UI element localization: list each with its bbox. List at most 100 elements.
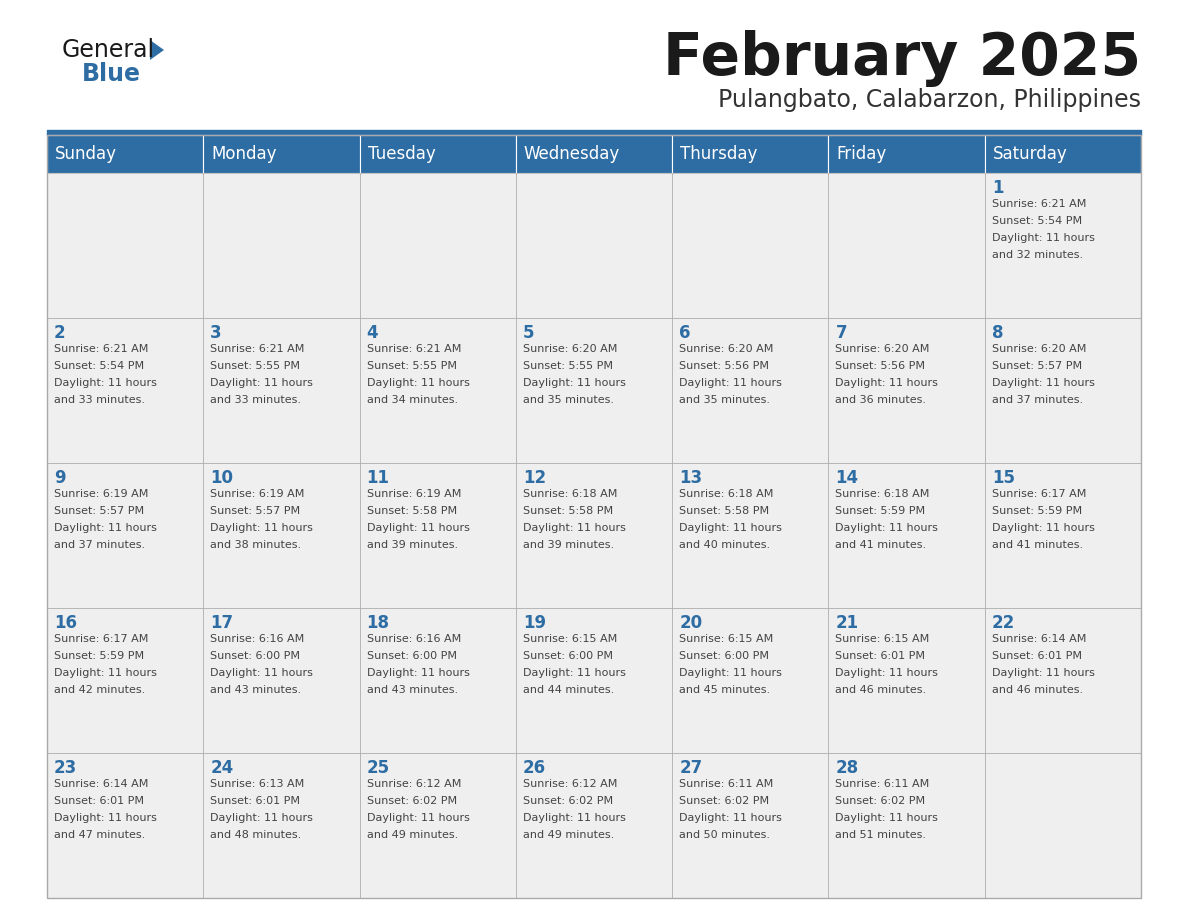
Bar [985,463,1140,608]
Text: Pulangbato, Calabarzon, Philippines: Pulangbato, Calabarzon, Philippines [718,88,1140,112]
Text: Daylight: 11 hours: Daylight: 11 hours [367,378,469,388]
Text: and 46 minutes.: and 46 minutes. [992,685,1082,695]
Bar [203,753,360,898]
Text: Sunrise: 6:15 AM: Sunrise: 6:15 AM [835,634,930,644]
Text: and 48 minutes.: and 48 minutes. [210,830,302,840]
Text: Sunrise: 6:20 AM: Sunrise: 6:20 AM [523,344,618,354]
Text: 14: 14 [835,469,859,487]
Text: Sunset: 6:01 PM: Sunset: 6:01 PM [53,796,144,806]
Text: Blue: Blue [82,62,141,86]
Text: General: General [62,38,156,62]
Text: Sunset: 5:59 PM: Sunset: 5:59 PM [53,651,144,661]
Text: and 37 minutes.: and 37 minutes. [992,395,1082,405]
Text: Sunset: 6:00 PM: Sunset: 6:00 PM [523,651,613,661]
Bar [828,463,985,608]
Text: Daylight: 11 hours: Daylight: 11 hours [210,668,314,678]
Text: 7: 7 [835,324,847,342]
Text: Sunset: 6:00 PM: Sunset: 6:00 PM [367,651,456,661]
Text: and 47 minutes.: and 47 minutes. [53,830,145,840]
Text: Daylight: 11 hours: Daylight: 11 hours [992,378,1094,388]
Text: Sunset: 5:58 PM: Sunset: 5:58 PM [367,506,456,516]
Bar [516,608,672,753]
Text: Sunrise: 6:21 AM: Sunrise: 6:21 AM [53,344,148,354]
Text: 20: 20 [680,614,702,632]
Text: Sunrise: 6:21 AM: Sunrise: 6:21 AM [210,344,304,354]
Text: and 35 minutes.: and 35 minutes. [680,395,770,405]
Text: and 38 minutes.: and 38 minutes. [210,540,302,550]
Bar [828,753,985,898]
Bar [360,173,516,318]
Bar [516,463,672,608]
Bar [672,318,828,463]
Text: 23: 23 [53,759,77,777]
Text: Sunset: 5:54 PM: Sunset: 5:54 PM [53,361,144,371]
Text: Sunset: 6:01 PM: Sunset: 6:01 PM [210,796,301,806]
Text: Sunrise: 6:18 AM: Sunrise: 6:18 AM [523,489,618,499]
Text: Sunrise: 6:20 AM: Sunrise: 6:20 AM [992,344,1086,354]
Text: Sunrise: 6:15 AM: Sunrise: 6:15 AM [523,634,617,644]
Bar [672,608,828,753]
Text: Sunrise: 6:13 AM: Sunrise: 6:13 AM [210,779,304,789]
Text: and 36 minutes.: and 36 minutes. [835,395,927,405]
Text: Sunrise: 6:17 AM: Sunrise: 6:17 AM [53,634,148,644]
Text: Sunset: 5:55 PM: Sunset: 5:55 PM [210,361,301,371]
Text: and 49 minutes.: and 49 minutes. [523,830,614,840]
Text: Sunset: 5:56 PM: Sunset: 5:56 PM [680,361,769,371]
Text: Thursday: Thursday [681,145,758,163]
Text: Sunset: 6:02 PM: Sunset: 6:02 PM [680,796,770,806]
Text: Sunset: 6:02 PM: Sunset: 6:02 PM [523,796,613,806]
Bar [360,608,516,753]
Bar [672,173,828,318]
Bar [828,173,985,318]
Text: Sunrise: 6:18 AM: Sunrise: 6:18 AM [835,489,930,499]
Text: and 39 minutes.: and 39 minutes. [523,540,614,550]
Text: Sunrise: 6:19 AM: Sunrise: 6:19 AM [210,489,304,499]
Bar [203,135,360,173]
Text: Sunrise: 6:20 AM: Sunrise: 6:20 AM [835,344,930,354]
Bar [985,173,1140,318]
Text: Sunset: 5:57 PM: Sunset: 5:57 PM [210,506,301,516]
Text: Sunset: 5:57 PM: Sunset: 5:57 PM [53,506,144,516]
Text: and 51 minutes.: and 51 minutes. [835,830,927,840]
Text: Daylight: 11 hours: Daylight: 11 hours [680,378,782,388]
Text: Daylight: 11 hours: Daylight: 11 hours [210,378,314,388]
Text: Sunset: 5:58 PM: Sunset: 5:58 PM [680,506,770,516]
Text: Sunset: 6:02 PM: Sunset: 6:02 PM [835,796,925,806]
Text: Daylight: 11 hours: Daylight: 11 hours [835,668,939,678]
Text: Daylight: 11 hours: Daylight: 11 hours [367,813,469,823]
Text: 10: 10 [210,469,233,487]
Text: Daylight: 11 hours: Daylight: 11 hours [835,523,939,533]
Bar [48,135,1140,898]
Bar [203,463,360,608]
Text: Sunset: 5:58 PM: Sunset: 5:58 PM [523,506,613,516]
Text: Sunset: 5:56 PM: Sunset: 5:56 PM [835,361,925,371]
Bar [48,753,203,898]
Text: Daylight: 11 hours: Daylight: 11 hours [367,523,469,533]
Bar [203,318,360,463]
Text: Sunrise: 6:19 AM: Sunrise: 6:19 AM [367,489,461,499]
Text: Daylight: 11 hours: Daylight: 11 hours [523,813,626,823]
Text: and 49 minutes.: and 49 minutes. [367,830,457,840]
Bar [360,753,516,898]
Bar [360,135,516,173]
Text: 21: 21 [835,614,859,632]
Text: Daylight: 11 hours: Daylight: 11 hours [53,668,157,678]
Text: Sunrise: 6:14 AM: Sunrise: 6:14 AM [53,779,148,789]
Bar [985,753,1140,898]
Text: Sunrise: 6:12 AM: Sunrise: 6:12 AM [523,779,618,789]
Text: Daylight: 11 hours: Daylight: 11 hours [992,668,1094,678]
Text: Tuesday: Tuesday [367,145,435,163]
Text: Sunset: 6:02 PM: Sunset: 6:02 PM [367,796,456,806]
Text: 24: 24 [210,759,234,777]
Bar [985,608,1140,753]
Text: Daylight: 11 hours: Daylight: 11 hours [367,668,469,678]
Text: Daylight: 11 hours: Daylight: 11 hours [835,378,939,388]
Text: Daylight: 11 hours: Daylight: 11 hours [53,378,157,388]
Text: Sunrise: 6:21 AM: Sunrise: 6:21 AM [367,344,461,354]
Text: Sunrise: 6:11 AM: Sunrise: 6:11 AM [835,779,930,789]
Text: Sunset: 6:01 PM: Sunset: 6:01 PM [835,651,925,661]
Text: Daylight: 11 hours: Daylight: 11 hours [680,523,782,533]
Bar [360,318,516,463]
Text: Sunrise: 6:20 AM: Sunrise: 6:20 AM [680,344,773,354]
Bar [828,318,985,463]
